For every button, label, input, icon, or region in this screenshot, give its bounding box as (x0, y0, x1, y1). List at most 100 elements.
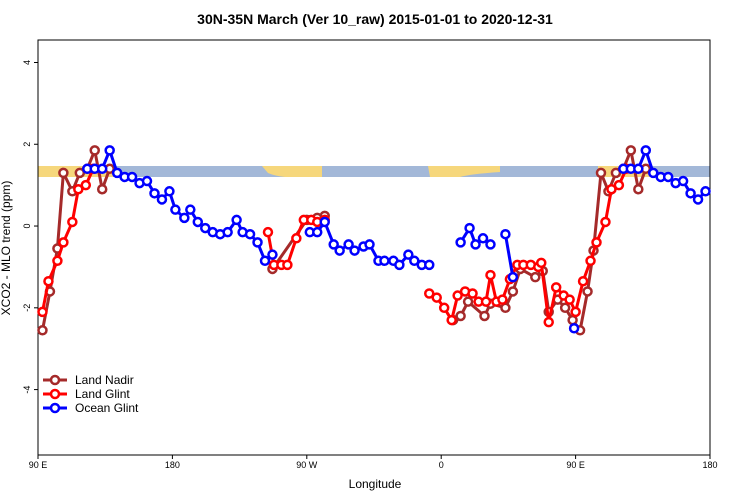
land-band (262, 166, 322, 177)
point (96, 183, 108, 195)
point (262, 226, 274, 238)
point (312, 226, 323, 238)
point (564, 294, 575, 305)
point (319, 216, 330, 228)
point (328, 239, 339, 250)
point (613, 179, 625, 191)
point (222, 226, 233, 238)
point (662, 171, 674, 183)
point (479, 310, 490, 322)
point (267, 249, 278, 260)
point (633, 183, 644, 195)
point (156, 194, 168, 205)
legend-marker (49, 402, 61, 414)
point (185, 204, 196, 215)
point (470, 239, 481, 250)
point (567, 314, 578, 326)
point (438, 302, 450, 314)
x-tick-label: 180 (165, 460, 180, 470)
point (497, 294, 508, 305)
point (452, 290, 463, 301)
point (550, 282, 562, 293)
point (485, 239, 496, 250)
x-tick-label: 180 (702, 460, 717, 470)
point (462, 296, 474, 307)
point (282, 259, 293, 271)
point (89, 145, 100, 156)
point (252, 237, 263, 248)
series (37, 163, 632, 328)
point (585, 255, 596, 267)
point (379, 255, 390, 267)
point (700, 186, 711, 197)
point (692, 194, 704, 205)
point (141, 175, 153, 187)
point (485, 269, 496, 281)
point (543, 316, 554, 328)
point (507, 271, 519, 283)
point (409, 255, 420, 267)
point (58, 167, 69, 179)
x-tick-label: 90 E (566, 460, 585, 470)
point (606, 183, 617, 195)
point (37, 306, 48, 318)
point (43, 275, 54, 287)
legend-marker (49, 374, 61, 386)
ocean-band (38, 166, 710, 177)
point (625, 145, 637, 156)
point (577, 275, 589, 287)
point (37, 325, 48, 336)
point (403, 249, 414, 260)
land-band (428, 166, 500, 177)
point (104, 145, 115, 156)
point (164, 186, 175, 197)
point (530, 271, 541, 283)
x-tick-label: 90 W (296, 460, 318, 470)
point (559, 302, 571, 314)
point (568, 323, 580, 334)
y-tick-label: 0 (22, 224, 32, 229)
legend-label: Land Glint (75, 387, 130, 401)
chart-title: 30N-35N March (Ver 10_raw) 2015-01-01 to… (197, 11, 553, 27)
point (582, 286, 593, 297)
legend-label: Land Nadir (75, 373, 134, 387)
point (480, 296, 492, 307)
point (610, 167, 622, 179)
point (244, 228, 256, 240)
point (111, 167, 123, 179)
point (259, 255, 271, 267)
point (394, 259, 405, 271)
point (73, 183, 84, 195)
point (677, 175, 689, 187)
point (455, 310, 466, 322)
point (477, 233, 489, 244)
point (455, 237, 466, 248)
y-tick-label: -4 (22, 386, 32, 394)
point (149, 188, 160, 199)
point (170, 204, 181, 215)
y-tick-label: 4 (22, 60, 32, 65)
point (80, 179, 92, 191)
point (424, 259, 435, 271)
point (200, 222, 211, 234)
point (600, 216, 611, 228)
point (231, 214, 242, 226)
point (685, 188, 696, 199)
point (570, 306, 581, 318)
x-tick-label: 90 E (29, 460, 48, 470)
legend-marker (49, 388, 61, 400)
point (431, 292, 442, 303)
point (640, 145, 652, 156)
point (126, 171, 138, 183)
y-tick-label: 2 (22, 142, 32, 147)
point (96, 163, 108, 175)
series-line (503, 233, 515, 278)
point (74, 167, 86, 179)
point (464, 222, 475, 234)
point (648, 167, 659, 179)
point (500, 302, 511, 314)
point (467, 288, 478, 299)
point (595, 167, 607, 179)
point (334, 245, 345, 256)
